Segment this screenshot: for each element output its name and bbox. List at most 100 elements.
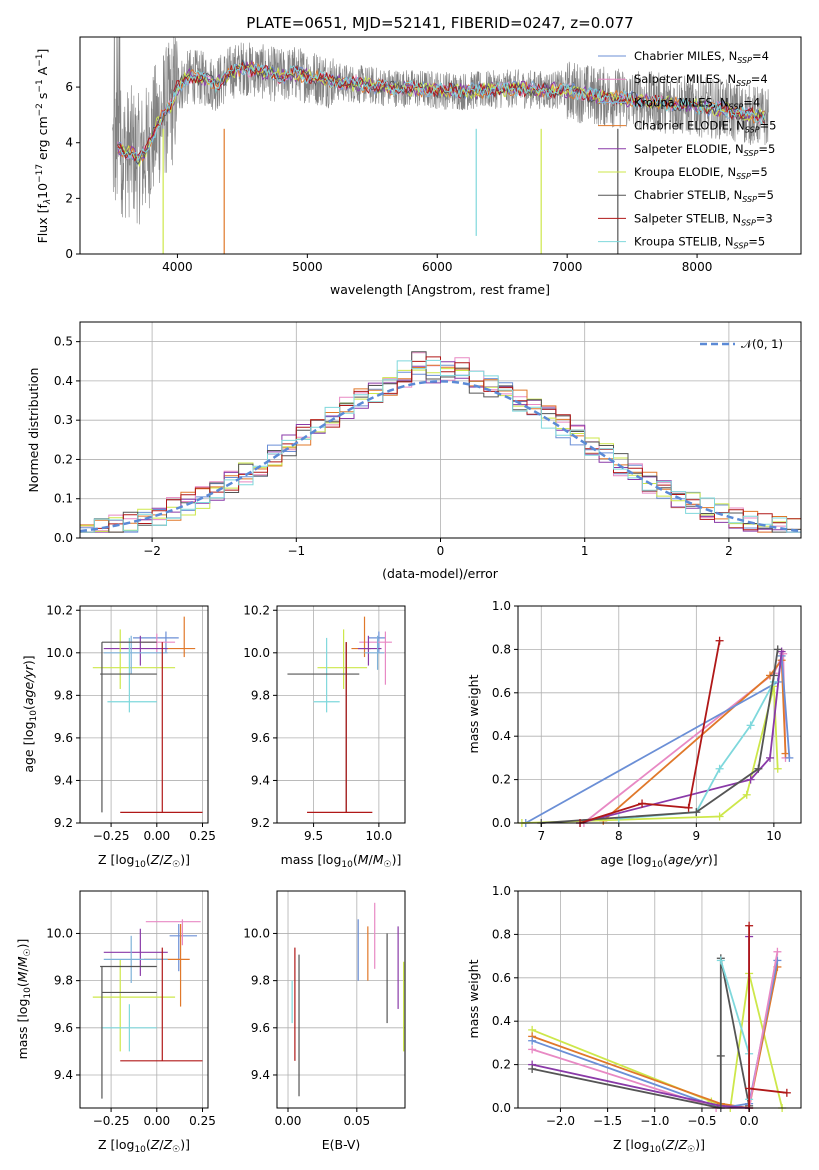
residual-xlabel: (data-model)/error (382, 566, 499, 581)
x-tick-label: 0.00 (143, 829, 170, 843)
x-tick-label: 1 (581, 544, 589, 558)
x-tick-label: 0.00 (275, 1114, 302, 1128)
y-tick-label: 1.0 (492, 884, 511, 898)
weight-marker (528, 1036, 537, 1045)
weight-marker (765, 753, 774, 762)
x-tick-label: −0.25 (93, 829, 130, 843)
x-tick-label: 0 (437, 544, 445, 558)
legend-label-2: Salpeter MILES, NSSP=4 (634, 72, 768, 88)
y-tick-label: 0.6 (492, 686, 511, 700)
residual-marks (79, 351, 802, 533)
x-tick-label: 8000 (682, 260, 713, 274)
weight-marker (746, 721, 755, 730)
legend-label-9: Kroupa STELIB, NSSP=5 (634, 235, 765, 251)
x-tick-label: 0.05 (343, 1114, 370, 1128)
weight-marker (614, 814, 623, 823)
y-tick-label: 0.5 (54, 335, 73, 349)
x-tick-label: −1.5 (593, 1114, 622, 1128)
legend-label-4: Chabrier ELODIE, NSSP=5 (634, 119, 776, 135)
weight-marker (746, 775, 755, 784)
y-tick-label: 0.2 (492, 1058, 511, 1072)
weight-vs-z-marks (528, 921, 791, 1112)
x-tick-label: 5000 (292, 260, 323, 274)
x-tick-label: 9.5 (304, 829, 323, 843)
weight-vs-z-ticks: −2.0 −1.5 −1.0 −0.5 0.0 0.0 0.2 0.4 0.6 0.8 1.0 (492, 884, 759, 1128)
weight-marker (785, 753, 794, 762)
mass-vs-ebv-ticks: 0.00 0.05 9.4 9.6 9.8 10.0 (243, 926, 370, 1128)
y-tick-label: 6 (65, 80, 73, 94)
spectrum-ticks: 4000 5000 6000 7000 8000 0 2 4 6 (65, 80, 712, 274)
y-tick-label: 0 (65, 247, 73, 261)
y-tick-label: 10.0 (243, 646, 270, 660)
y-tick-label: 0.1 (54, 492, 73, 506)
weight-line-3 (525, 655, 791, 824)
age-vs-z-grid (80, 606, 208, 824)
age-vs-mass-panel: 9.5 10.0 9.2 9.4 9.6 9.8 10.0 10.2 mass [log10(… (243, 603, 406, 870)
mass-vs-z-xlabel: Z [log10(Z/Z☉)] (98, 1137, 190, 1155)
age-vs-z-frame (79, 605, 209, 824)
residual-ylabel: Normed distribution (26, 368, 41, 493)
model-line-8 (117, 62, 765, 162)
spectrum-xlabel: wavelength [Angstrom, rest frame] (330, 282, 550, 297)
weight-vs-age-ticks: 7 8 9 10 0.0 0.2 0.4 0.6 0.8 1.0 (492, 599, 782, 843)
legend-label-7: Chabrier STELIB, NSSP=5 (634, 188, 774, 204)
legend-normal-label: 𝒩(0, 1) (741, 337, 783, 351)
age-vs-z-xlabel: Z [log10(Z/Z☉)] (98, 852, 190, 870)
residual-ticks: −2 −1 0 1 2 0.0 0.1 0.2 0.3 0.4 0.5 (54, 335, 733, 558)
y-tick-label: 2 (65, 191, 73, 205)
x-tick-label: 4000 (162, 260, 193, 274)
y-tick-label: 9.6 (251, 1021, 270, 1035)
weight-line-2 (602, 657, 787, 822)
weight-marker (773, 956, 782, 965)
x-tick-label: −1.0 (640, 1114, 669, 1128)
y-tick-label: 0.8 (492, 642, 511, 656)
y-tick-label: 9.8 (54, 974, 73, 988)
y-tick-label: 9.2 (251, 816, 270, 830)
x-tick-label: 10 (766, 829, 781, 843)
histogram-8 (80, 359, 801, 533)
weight-marker (754, 764, 763, 773)
weight-marker (715, 812, 724, 821)
y-tick-label: 9.4 (251, 773, 270, 787)
weight-marker (692, 808, 701, 817)
x-tick-label: −1 (287, 544, 305, 558)
residual-grid (80, 322, 801, 539)
weight-marker (528, 1045, 537, 1054)
mass-vs-z-marks (92, 919, 203, 1099)
y-tick-label: 9.4 (54, 1068, 73, 1082)
x-tick-label: 10.0 (366, 829, 393, 843)
weight-marker (745, 921, 754, 930)
y-tick-label: 0.4 (492, 1014, 511, 1028)
legend-label-8: Salpeter STELIB, NSSP=3 (634, 211, 773, 227)
y-tick-label: 0.8 (492, 927, 511, 941)
y-tick-label: 9.6 (54, 1021, 73, 1035)
weight-marker (769, 671, 778, 680)
spectrum-title: PLATE=0651, MJD=52141, FIBERID=0247, z=0… (246, 14, 633, 32)
y-tick-label: 9.8 (251, 688, 270, 702)
weight-line-4 (521, 686, 779, 824)
weight-marker (684, 803, 693, 812)
normal-curve (79, 380, 802, 533)
y-tick-label: 0.3 (54, 413, 73, 427)
legend-label-1: Chabrier MILES, NSSP=4 (634, 49, 769, 65)
weight-line-5 (532, 936, 750, 1109)
weight-vs-age-grid (518, 605, 801, 824)
weight-vs-z-xlabel: Z [log10(Z/Z☉)] (613, 1137, 705, 1155)
x-tick-label: −2.0 (546, 1114, 575, 1128)
x-tick-label: 7 (537, 829, 545, 843)
weight-line-8 (579, 640, 721, 824)
weight-vs-age-ylabel: mass weight (466, 674, 481, 753)
mass-vs-ebv-frame (276, 890, 406, 1109)
residual-panel: −2 −1 0 1 2 0.0 0.1 0.2 0.3 0.4 0.5 𝒩(0, 1) (data-… (26, 321, 802, 581)
age-vs-mass-ticks: 9.5 10.0 9.2 9.4 9.6 9.8 10.0 10.2 (243, 603, 392, 843)
x-tick-label: 8 (615, 829, 623, 843)
weight-marker (715, 764, 724, 773)
x-tick-label: 9 (693, 829, 701, 843)
y-tick-label: 10.0 (243, 926, 270, 940)
y-tick-label: 0.4 (492, 729, 511, 743)
y-tick-label: 10.2 (243, 603, 270, 617)
y-tick-label: 9.2 (54, 816, 73, 830)
mass-vs-z-grid (80, 891, 208, 1108)
y-tick-label: 9.4 (251, 1068, 270, 1082)
x-tick-label: −2 (143, 544, 161, 558)
